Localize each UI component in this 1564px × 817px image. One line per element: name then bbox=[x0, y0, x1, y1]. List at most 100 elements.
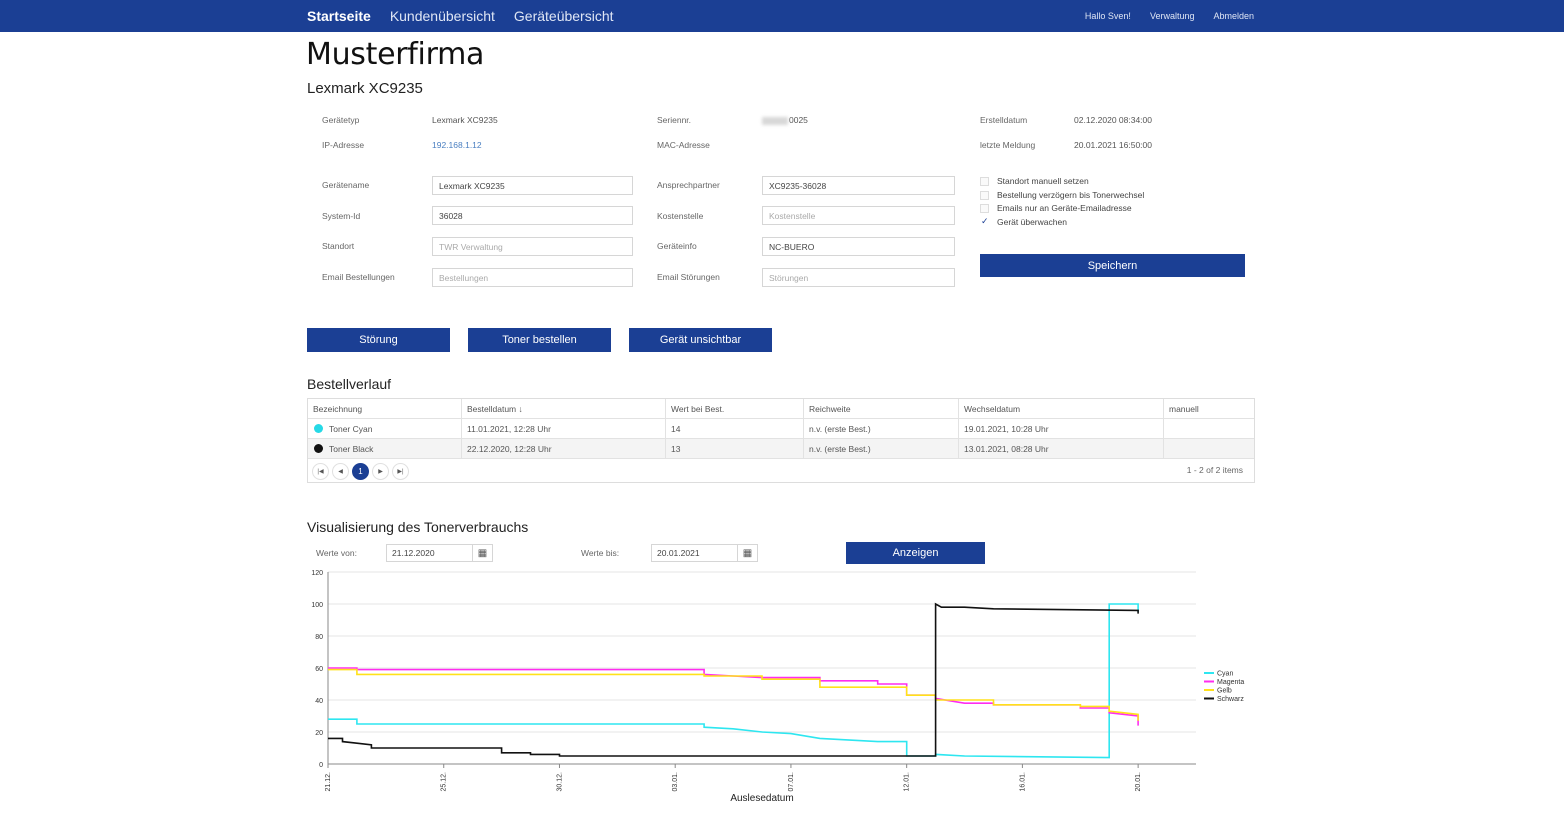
toner-color-dot bbox=[314, 444, 323, 454]
werte-von-value[interactable]: 21.12.2020 bbox=[392, 548, 435, 558]
geraetename-label: Gerätename bbox=[322, 180, 370, 190]
col-bezeichnung[interactable]: Bezeichnung bbox=[308, 399, 462, 419]
letzte-meldung-value: 20.01.2021 16:50:00 bbox=[1074, 140, 1152, 150]
device-title: Lexmark XC9235 bbox=[307, 80, 423, 97]
x-tick-label: 25.12. bbox=[441, 772, 448, 792]
y-tick-label: 0 bbox=[319, 762, 323, 769]
grid-header: Bezeichnung Bestelldatum ↓ Wert bei Best… bbox=[308, 399, 1254, 419]
legend-entry: Gelb bbox=[1217, 688, 1232, 695]
geraeteinfo-input[interactable] bbox=[762, 237, 955, 256]
check-emails-nur-geraet[interactable]: Emails nur an Geräte-Emailadresse bbox=[980, 203, 1132, 213]
x-tick-label: 16.01. bbox=[1019, 772, 1026, 792]
ip-link[interactable]: 192.168.1.12 bbox=[432, 140, 482, 150]
last-page-icon[interactable]: ▶| bbox=[392, 463, 409, 480]
erstelldatum-label: Erstelldatum bbox=[980, 115, 1028, 125]
email-stoerungen-input[interactable] bbox=[762, 268, 955, 287]
col-wechseldatum[interactable]: Wechseldatum bbox=[959, 399, 1164, 419]
seriennr-redacted bbox=[762, 116, 788, 125]
ansprechpartner-input[interactable] bbox=[762, 176, 955, 195]
anzeigen-button[interactable]: Anzeigen bbox=[846, 542, 985, 564]
orders-grid: Bezeichnung Bestelldatum ↓ Wert bei Best… bbox=[307, 398, 1255, 483]
toner-color-dot bbox=[314, 424, 323, 434]
geraetetyp-value: Lexmark XC9235 bbox=[432, 115, 498, 125]
toner-chart: 0 20 40 60 80 100 120 21.12. 25.12. 30.12. 03.01. 0… bbox=[311, 570, 1244, 804]
systemid-input[interactable] bbox=[432, 206, 633, 225]
y-tick-label: 60 bbox=[315, 666, 323, 673]
nav-greeting[interactable]: Hallo Sven! bbox=[1084, 11, 1131, 21]
checkbox[interactable] bbox=[980, 203, 989, 213]
pager: |◀ ◀ 1 ▶ ▶| 1 - 2 of 2 items bbox=[308, 459, 1254, 483]
email-bestellungen-label: Email Bestellungen bbox=[322, 272, 395, 282]
seriennr-label: Seriennr. bbox=[657, 115, 692, 125]
geraeteinfo-label: Geräteinfo bbox=[657, 241, 697, 251]
email-bestellungen-input[interactable] bbox=[432, 268, 633, 287]
werte-bis-value[interactable]: 20.01.2021 bbox=[657, 548, 700, 558]
nav-geraeteuebersicht[interactable]: Geräteübersicht bbox=[513, 8, 614, 24]
werte-bis-datepicker[interactable]: 20.01.2021 ▦ bbox=[651, 544, 758, 562]
legend-entry: Schwarz bbox=[1217, 696, 1244, 703]
email-stoerungen-label: Email Störungen bbox=[657, 272, 720, 282]
stoerung-button[interactable]: Störung bbox=[307, 328, 450, 352]
systemid-label: System-Id bbox=[322, 211, 361, 221]
ansprechpartner-label: Ansprechpartner bbox=[657, 180, 720, 190]
standort-input[interactable] bbox=[432, 237, 633, 256]
pager-info: 1 - 2 of 2 items bbox=[1186, 465, 1243, 475]
x-tick-label: 21.12. bbox=[325, 772, 332, 792]
x-tick-label: 12.01. bbox=[904, 772, 911, 792]
legend-entry: Magenta bbox=[1217, 679, 1244, 686]
y-tick-label: 80 bbox=[315, 634, 323, 641]
legend-entry: Cyan bbox=[1217, 671, 1233, 678]
top-navbar: Startseite Kundenübersicht Geräteübersic… bbox=[0, 0, 1564, 32]
y-tick-label: 120 bbox=[311, 570, 323, 577]
y-tick-label: 40 bbox=[315, 698, 323, 705]
col-wert[interactable]: Wert bei Best. bbox=[666, 399, 804, 419]
checkbox[interactable] bbox=[980, 176, 989, 186]
nav-kundenuebersicht[interactable]: Kundenübersicht bbox=[389, 8, 495, 24]
x-tick-label: 20.01. bbox=[1135, 772, 1142, 792]
calendar-icon[interactable]: ▦ bbox=[472, 545, 492, 561]
geraetetyp-label: Gerätetyp bbox=[322, 115, 360, 125]
visualisierung-title: Visualisierung des Tonerverbrauchs bbox=[307, 519, 529, 535]
y-tick-label: 100 bbox=[311, 602, 323, 609]
seriennr-value: 0025 bbox=[762, 115, 808, 125]
check-standort-manuell[interactable]: Standort manuell setzen bbox=[980, 176, 1089, 186]
save-button[interactable]: Speichern bbox=[980, 254, 1245, 277]
series-line-cyan bbox=[328, 603, 1139, 759]
werte-von-label: Werte von: bbox=[316, 548, 357, 558]
letzte-meldung-label: letzte Meldung bbox=[980, 140, 1036, 150]
x-tick-label: 03.01. bbox=[672, 772, 679, 792]
mac-label: MAC-Adresse bbox=[657, 140, 710, 150]
col-manuell[interactable]: manuell bbox=[1164, 399, 1254, 419]
nav-abmelden[interactable]: Abmelden bbox=[1213, 11, 1254, 21]
bestellverlauf-title: Bestellverlauf bbox=[307, 376, 392, 392]
toner-bestellen-button[interactable]: Toner bestellen bbox=[468, 328, 611, 352]
check-geraet-ueberwachen[interactable]: Gerät überwachen bbox=[980, 216, 1067, 228]
standort-label: Standort bbox=[322, 241, 355, 251]
col-bestelldatum[interactable]: Bestelldatum ↓ bbox=[462, 399, 666, 419]
company-title: Musterfirma bbox=[306, 37, 485, 72]
table-row[interactable]: Toner Cyan 11.01.2021, 12:28 Uhr 14 n.v.… bbox=[308, 419, 1254, 439]
page-number-button[interactable]: 1 bbox=[352, 463, 369, 480]
nav-startseite[interactable]: Startseite bbox=[307, 8, 371, 24]
x-tick-label: 07.01. bbox=[788, 772, 795, 792]
werte-von-datepicker[interactable]: 21.12.2020 ▦ bbox=[386, 544, 493, 562]
next-page-icon[interactable]: ▶ bbox=[372, 463, 389, 480]
ip-label: IP-Adresse bbox=[322, 140, 365, 150]
table-row[interactable]: Toner Black 22.12.2020, 12:28 Uhr 13 n.v… bbox=[308, 439, 1254, 459]
erstelldatum-value: 02.12.2020 08:34:00 bbox=[1074, 115, 1152, 125]
geraetename-input[interactable] bbox=[432, 176, 633, 195]
checkbox[interactable] bbox=[980, 190, 989, 200]
x-axis-label: Auslesedatum bbox=[730, 793, 793, 804]
kostenstelle-input[interactable] bbox=[762, 206, 955, 225]
col-reichweite[interactable]: Reichweite bbox=[804, 399, 959, 419]
prev-page-icon[interactable]: ◀ bbox=[332, 463, 349, 480]
kostenstelle-label: Kostenstelle bbox=[657, 211, 704, 221]
series-line-gelb bbox=[328, 668, 1139, 721]
checkbox-checked[interactable] bbox=[980, 216, 989, 227]
series-line-schwarz bbox=[328, 602, 1139, 757]
check-bestellung-verzoegern[interactable]: Bestellung verzögern bis Tonerwechsel bbox=[980, 190, 1144, 200]
first-page-icon[interactable]: |◀ bbox=[312, 463, 329, 480]
geraet-unsichtbar-button[interactable]: Gerät unsichtbar bbox=[629, 328, 772, 352]
nav-verwaltung[interactable]: Verwaltung bbox=[1149, 11, 1195, 21]
calendar-icon[interactable]: ▦ bbox=[737, 545, 757, 561]
